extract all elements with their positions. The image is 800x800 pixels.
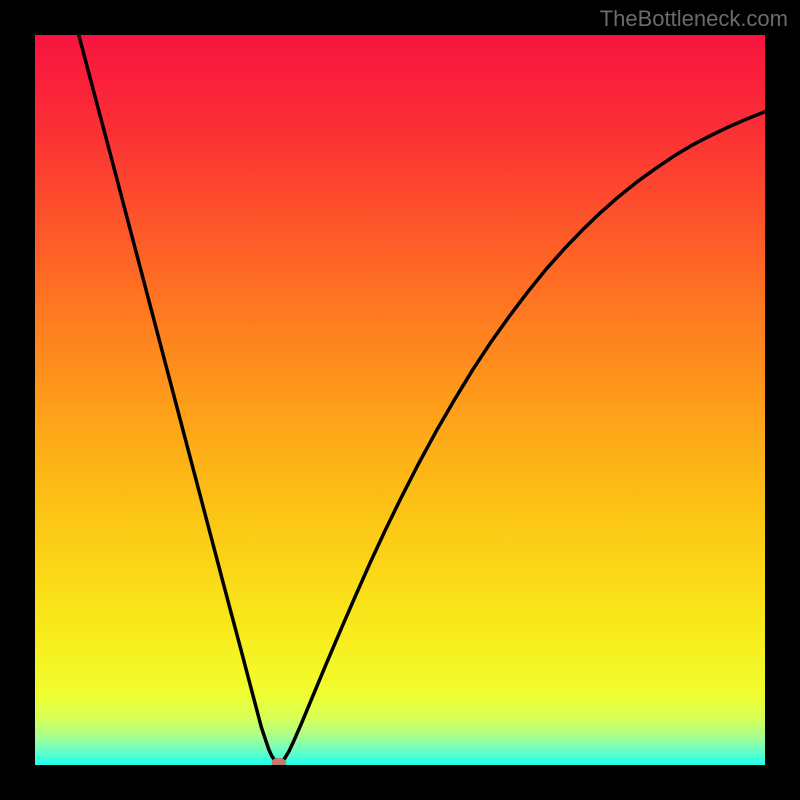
bottleneck-curve [79, 35, 765, 763]
chart-frame: TheBottleneck.com [0, 0, 800, 800]
plot-area [35, 35, 765, 765]
watermark-text: TheBottleneck.com [600, 6, 788, 32]
bottleneck-curve-chart [35, 35, 765, 765]
